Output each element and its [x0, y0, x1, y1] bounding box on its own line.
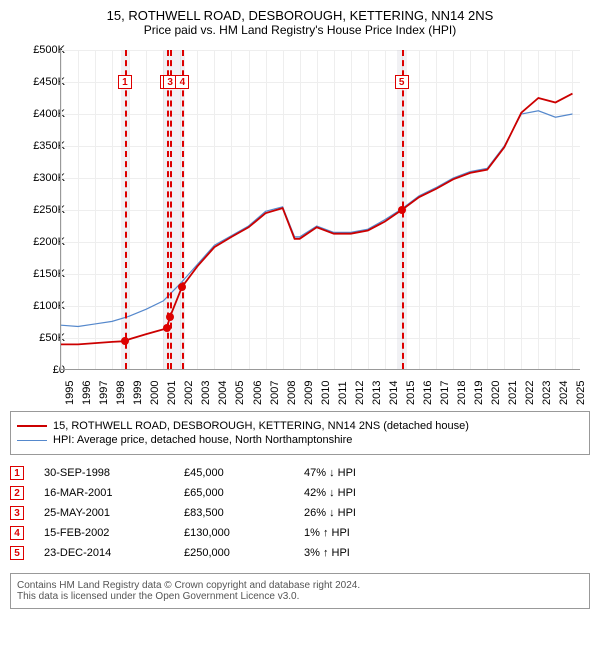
- row-date: 16-MAR-2001: [44, 487, 184, 499]
- marker-box-5: 5: [395, 75, 409, 89]
- series-property: [61, 94, 572, 345]
- x-axis-label: 2014: [388, 381, 400, 405]
- x-axis-label: 2008: [286, 381, 298, 405]
- row-marker: 2: [10, 486, 24, 500]
- table-row: 2 16-MAR-2001£65,00042% ↓ HPI: [10, 483, 590, 503]
- x-axis-label: 2001: [166, 381, 178, 405]
- row-date: 25-MAY-2001: [44, 507, 184, 519]
- table-row: 1 30-SEP-1998£45,00047% ↓ HPI: [10, 463, 590, 483]
- footer-line1: Contains HM Land Registry data © Crown c…: [17, 580, 583, 591]
- row-diff: 1% ↑ HPI: [304, 527, 424, 539]
- x-axis-label: 2021: [507, 381, 519, 405]
- row-price: £83,500: [184, 507, 304, 519]
- chart-area: £0£50K£100K£150K£200K£250K£300K£350K£400…: [10, 45, 590, 405]
- row-price: £65,000: [184, 487, 304, 499]
- x-axis-label: 2022: [524, 381, 536, 405]
- x-axis-label: 2020: [490, 381, 502, 405]
- row-marker: 5: [10, 546, 24, 560]
- row-diff: 47% ↓ HPI: [304, 467, 424, 479]
- legend-item: 15, ROTHWELL ROAD, DESBOROUGH, KETTERING…: [17, 420, 583, 432]
- x-axis-label: 2012: [354, 381, 366, 405]
- chart-subtitle: Price paid vs. HM Land Registry's House …: [10, 23, 590, 37]
- x-axis-label: 2016: [422, 381, 434, 405]
- x-axis-label: 2011: [337, 381, 349, 405]
- x-axis-label: 2003: [200, 381, 212, 405]
- x-axis-label: 2010: [320, 381, 332, 405]
- x-axis-label: 2015: [405, 381, 417, 405]
- row-date: 15-FEB-2002: [44, 527, 184, 539]
- x-axis-label: 1996: [81, 381, 93, 405]
- x-axis-label: 2009: [303, 381, 315, 405]
- row-price: £250,000: [184, 547, 304, 559]
- x-axis-label: 1997: [98, 381, 110, 405]
- x-axis-label: 2000: [149, 381, 161, 405]
- marker-box-1: 1: [118, 75, 132, 89]
- table-row: 5 23-DEC-2014£250,0003% ↑ HPI: [10, 543, 590, 563]
- row-price: £45,000: [184, 467, 304, 479]
- marker-point-5: [398, 206, 406, 214]
- table-row: 3 25-MAY-2001£83,50026% ↓ HPI: [10, 503, 590, 523]
- marker-box-4: 4: [175, 75, 189, 89]
- row-price: £130,000: [184, 527, 304, 539]
- legend: 15, ROTHWELL ROAD, DESBOROUGH, KETTERING…: [10, 411, 590, 455]
- x-axis-label: 2024: [558, 381, 570, 405]
- row-diff: 42% ↓ HPI: [304, 487, 424, 499]
- x-axis-label: 2018: [456, 381, 468, 405]
- marker-point-1: [121, 337, 129, 345]
- row-date: 30-SEP-1998: [44, 467, 184, 479]
- row-marker: 4: [10, 526, 24, 540]
- row-marker: 3: [10, 506, 24, 520]
- footer-line2: This data is licensed under the Open Gov…: [17, 591, 583, 602]
- x-axis-label: 2017: [439, 381, 451, 405]
- x-axis-label: 2004: [217, 381, 229, 405]
- x-axis-label: 2007: [269, 381, 281, 405]
- table-row: 4 15-FEB-2002£130,0001% ↑ HPI: [10, 523, 590, 543]
- x-axis-label: 2023: [541, 381, 553, 405]
- row-date: 23-DEC-2014: [44, 547, 184, 559]
- footer-attribution: Contains HM Land Registry data © Crown c…: [10, 573, 590, 609]
- series-hpi: [61, 111, 572, 327]
- x-axis-label: 1998: [115, 381, 127, 405]
- x-axis-label: 1999: [132, 381, 144, 405]
- x-axis-label: 1995: [64, 381, 76, 405]
- transaction-table: 1 30-SEP-1998£45,00047% ↓ HPI 2 16-MAR-2001…: [10, 463, 590, 563]
- x-axis-label: 2005: [234, 381, 246, 405]
- x-axis-label: 2019: [473, 381, 485, 405]
- x-axis-label: 2006: [252, 381, 264, 405]
- row-marker: 1: [10, 466, 24, 480]
- x-axis-label: 2002: [183, 381, 195, 405]
- marker-point-3: [166, 313, 174, 321]
- chart-title: 15, ROTHWELL ROAD, DESBOROUGH, KETTERING…: [10, 8, 590, 23]
- row-diff: 3% ↑ HPI: [304, 547, 424, 559]
- x-axis-label: 2013: [371, 381, 383, 405]
- legend-item: HPI: Average price, detached house, Nort…: [17, 434, 583, 446]
- x-axis-label: 2025: [575, 381, 587, 405]
- row-diff: 26% ↓ HPI: [304, 507, 424, 519]
- marker-point-4: [178, 283, 186, 291]
